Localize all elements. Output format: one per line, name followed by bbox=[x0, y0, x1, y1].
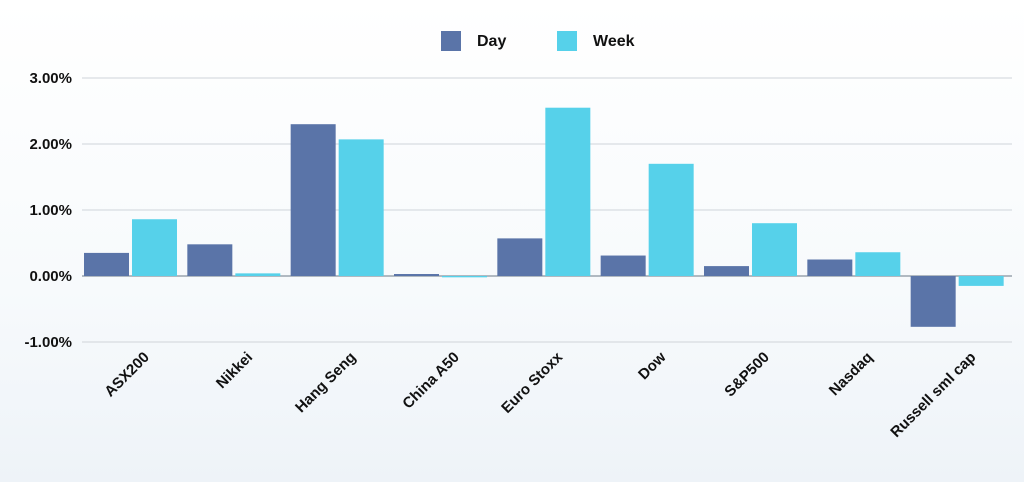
x-category-label: China A50 bbox=[399, 349, 462, 412]
legend-swatch-day bbox=[441, 31, 461, 51]
x-category-label: Nikkei bbox=[213, 349, 256, 392]
x-category-label: Russell sml cap bbox=[887, 349, 979, 441]
bar-day-russell-sml-cap bbox=[910, 276, 956, 327]
bars bbox=[84, 107, 1004, 327]
bar-day-nasdaq bbox=[807, 259, 853, 276]
y-tick-label: 3.00% bbox=[29, 70, 72, 87]
bar-week-russell-sml-cap bbox=[958, 276, 1004, 286]
y-axis-ticks: 3.00% 2.00% 1.00% 0.00% -1.00% bbox=[24, 70, 72, 351]
bar-day-hang-seng bbox=[290, 124, 336, 276]
y-tick-label: -1.00% bbox=[24, 334, 72, 351]
bar-week-s-p500 bbox=[752, 223, 797, 276]
bar-week-china-a50 bbox=[442, 276, 487, 278]
bar-day-china-a50 bbox=[394, 274, 439, 276]
bar-week-nikkei bbox=[235, 273, 281, 276]
y-tick-label: 0.00% bbox=[29, 268, 72, 285]
x-category-label: Dow bbox=[635, 349, 670, 384]
bar-day-dow bbox=[600, 255, 646, 276]
x-category-label: Euro Stoxx bbox=[498, 348, 566, 416]
bar-day-asx200 bbox=[84, 252, 129, 276]
x-category-label: ASX200 bbox=[101, 349, 153, 401]
bar-day-euro-stoxx bbox=[497, 238, 543, 276]
y-tick-label: 1.00% bbox=[29, 202, 72, 219]
legend-label-week: Week bbox=[593, 33, 635, 50]
x-category-label: Nasdaq bbox=[826, 349, 876, 399]
y-tick-label: 2.00% bbox=[29, 136, 72, 153]
bar-day-nikkei bbox=[187, 244, 233, 276]
legend-swatch-week bbox=[557, 31, 577, 51]
bar-week-hang-seng bbox=[338, 139, 384, 276]
bar-day-s-p500 bbox=[704, 266, 749, 276]
bar-week-dow bbox=[648, 163, 694, 276]
bar-week-euro-stoxx bbox=[545, 107, 591, 276]
legend-label-day: Day bbox=[477, 33, 506, 50]
x-category-label: S&P500 bbox=[721, 349, 773, 401]
bar-week-asx200 bbox=[132, 219, 177, 276]
x-category-label: Hang Seng bbox=[292, 349, 359, 416]
bar-week-nasdaq bbox=[855, 252, 901, 276]
legend: Day Week bbox=[441, 31, 635, 51]
x-axis-categories: ASX200 Nikkei Hang Seng China A50 Euro Stoxx… bbox=[101, 348, 979, 441]
